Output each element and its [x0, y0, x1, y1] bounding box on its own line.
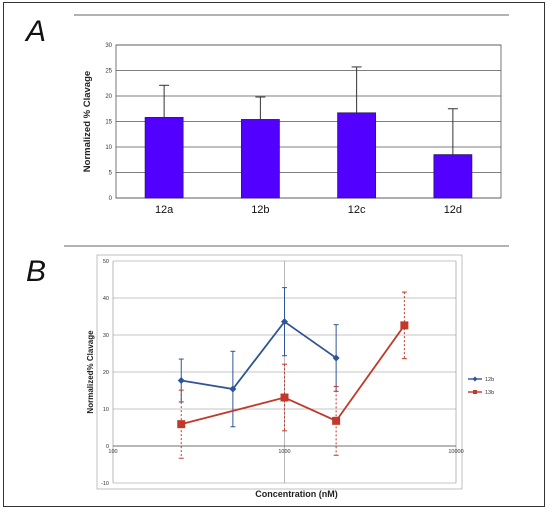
bar-12d [433, 154, 473, 199]
x-tick-label: 10000 [448, 449, 463, 455]
data-point-13b [280, 393, 289, 402]
plot-border [96, 254, 463, 490]
y-tick-label: 10 [103, 407, 109, 413]
data-point-12b [281, 318, 288, 326]
data-point-13b [332, 416, 341, 425]
data-point-13b [177, 420, 186, 429]
figure-canvas: A 0 5 10 15 20 25 30 Normalized % Clavage 12a 12b… [24, 14, 509, 499]
y-tick-label: 30 [103, 333, 109, 339]
y-axis-label: Normalized % Clavage [82, 71, 93, 172]
y-tick-label: 25 [105, 69, 112, 75]
x-tick-label: 12d [444, 204, 462, 216]
y-tick-label: 10 [105, 145, 112, 151]
y-tick-label: 40 [103, 296, 109, 302]
legend-marker-13b [473, 390, 477, 394]
x-tick-label: 12b [251, 204, 269, 216]
y-tick-label: 0 [106, 444, 109, 450]
y-tick-label: 15 [105, 120, 112, 126]
panel-label-a: A [24, 15, 46, 48]
x-tick-label: 100 [108, 449, 117, 455]
y-tick-label: 30 [105, 43, 112, 49]
line-chart: -10 0 10 20 30 40 50 100 1000 10000 Normalized% Cl… [86, 254, 494, 499]
y-tick-label: 20 [103, 370, 109, 376]
x-tick-label: 1000 [278, 449, 290, 455]
panel-label-b: B [26, 255, 46, 288]
x-tick-label: 12a [155, 204, 174, 216]
y-tick-label: 5 [109, 171, 113, 177]
series-line-13b [181, 324, 406, 426]
data-point-12b [229, 385, 237, 393]
legend-marker-12b [472, 376, 478, 382]
bar-12b [240, 119, 280, 199]
y-axis-label: Normalized% Clavage [86, 330, 95, 414]
series-line-12b [181, 320, 337, 390]
x-axis-label: Concentration (nM) [255, 489, 338, 499]
bar-12a [144, 117, 184, 199]
data-point-12b [177, 377, 185, 385]
y-tick-label: -10 [101, 481, 109, 487]
figure-frame: A 0 5 10 15 20 25 30 Normalized % Clavage 12a 12b… [3, 2, 545, 507]
legend-label-12b: 12b [485, 377, 494, 383]
bar-12c [337, 112, 377, 199]
y-tick-label: 50 [103, 259, 109, 265]
x-tick-label: 12c [348, 204, 366, 216]
y-tick-label: 0 [109, 196, 113, 202]
bar-chart: 0 5 10 15 20 25 30 Normalized % Clavage 12a 12b 12… [82, 43, 502, 216]
legend-label-13b: 13b [485, 390, 494, 396]
data-point-12b [332, 354, 340, 362]
data-point-13b [400, 321, 409, 330]
y-tick-label: 20 [105, 94, 112, 100]
